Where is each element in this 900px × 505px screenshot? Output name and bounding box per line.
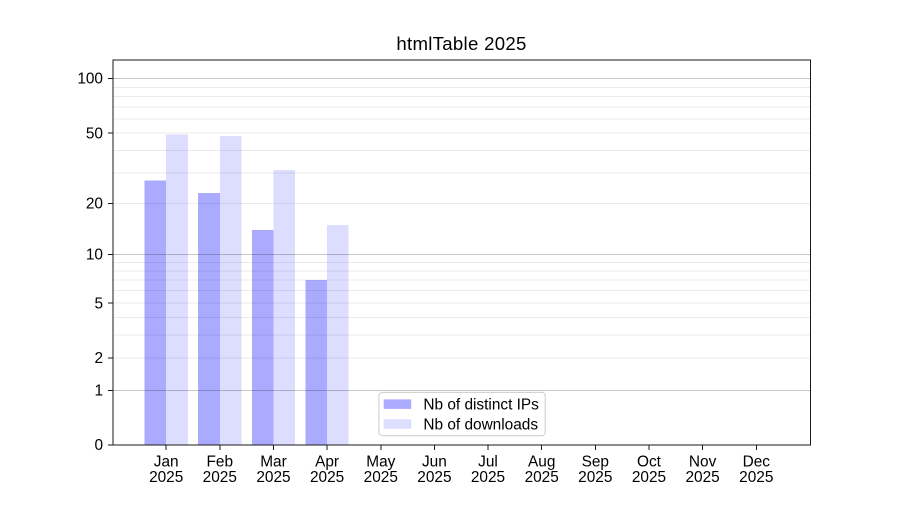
svg-text:2025: 2025 bbox=[525, 469, 559, 486]
svg-text:0: 0 bbox=[94, 437, 103, 454]
svg-text:2025: 2025 bbox=[578, 469, 612, 486]
svg-text:2025: 2025 bbox=[149, 469, 183, 486]
svg-text:Feb: Feb bbox=[207, 453, 234, 470]
svg-text:Dec: Dec bbox=[743, 453, 771, 470]
svg-text:50: 50 bbox=[86, 125, 103, 142]
svg-text:Mar: Mar bbox=[260, 453, 287, 470]
svg-text:May: May bbox=[366, 453, 395, 470]
svg-text:2025: 2025 bbox=[632, 469, 666, 486]
svg-text:Jun: Jun bbox=[422, 453, 447, 470]
svg-text:Nb of distinct IPs: Nb of distinct IPs bbox=[423, 397, 539, 414]
svg-text:Apr: Apr bbox=[315, 453, 339, 470]
svg-text:100: 100 bbox=[77, 71, 103, 88]
svg-text:Sep: Sep bbox=[582, 453, 609, 470]
svg-text:Jul: Jul bbox=[478, 453, 498, 470]
svg-text:2025: 2025 bbox=[256, 469, 290, 486]
svg-text:htmlTable 2025: htmlTable 2025 bbox=[396, 33, 526, 54]
svg-text:2025: 2025 bbox=[310, 469, 344, 486]
svg-text:Jan: Jan bbox=[154, 453, 179, 470]
svg-text:20: 20 bbox=[86, 195, 103, 212]
svg-text:10: 10 bbox=[86, 247, 103, 264]
svg-text:2025: 2025 bbox=[417, 469, 451, 486]
svg-text:2025: 2025 bbox=[364, 469, 398, 486]
svg-text:Nov: Nov bbox=[689, 453, 717, 470]
svg-text:2: 2 bbox=[94, 350, 103, 367]
svg-text:1: 1 bbox=[94, 382, 103, 399]
svg-text:2025: 2025 bbox=[685, 469, 719, 486]
svg-text:5: 5 bbox=[94, 295, 103, 312]
svg-text:2025: 2025 bbox=[203, 469, 237, 486]
svg-text:Aug: Aug bbox=[528, 453, 555, 470]
svg-text:2025: 2025 bbox=[471, 469, 505, 486]
svg-text:Oct: Oct bbox=[637, 453, 662, 470]
svg-text:2025: 2025 bbox=[739, 469, 773, 486]
svg-text:Nb of downloads: Nb of downloads bbox=[423, 417, 538, 434]
